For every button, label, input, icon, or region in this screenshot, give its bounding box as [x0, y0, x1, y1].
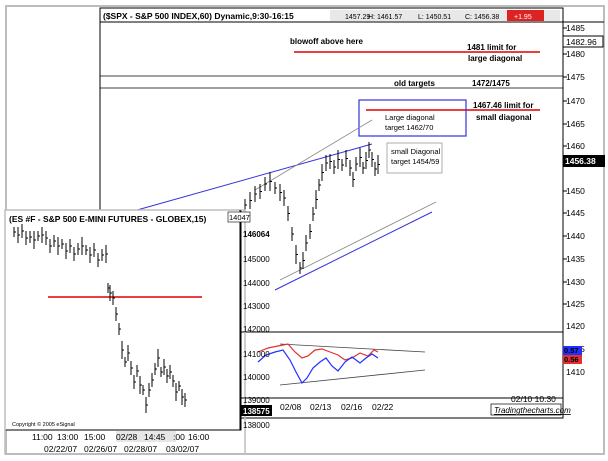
upper-channel-line-blue	[129, 143, 373, 213]
price-tick-1445: 1445	[566, 208, 585, 218]
small-limit-label-2: small diagonal	[476, 113, 532, 122]
price-tick-1480: 1480	[566, 49, 585, 59]
small-limit-label-1: 1467.46 limit for	[473, 101, 533, 110]
small-diagonal-label-1: small Diagonal	[391, 147, 441, 156]
inset-time-00: :00	[173, 432, 185, 442]
inset-time-1300: 13:00	[57, 432, 79, 442]
price-tick-1450: 1450	[566, 186, 585, 196]
inset-date-022607: 02/26/07	[84, 444, 117, 454]
small-diagonal-target-box	[386, 142, 443, 174]
header-close: C: 1456.38	[465, 14, 499, 21]
date-tick-0222: 02/22	[372, 402, 394, 412]
price-tick-1440: 1440	[566, 231, 585, 241]
inset-time-1100: 11:00	[32, 432, 53, 442]
inset-date-030207: 03/02/07	[166, 444, 199, 454]
date-tick-0208: 02/08	[280, 402, 302, 412]
header-change: +1.95	[514, 14, 532, 21]
large-diagonal-target-box	[358, 99, 467, 137]
inset-price-bars	[13, 224, 187, 413]
large-diagonal-label-1: Large diagonal	[385, 113, 435, 122]
header-open: 1457.29	[345, 14, 370, 21]
indicator-value-red: 0.56	[564, 355, 579, 364]
main-price-bars	[244, 142, 380, 274]
inset-chart-panel	[4, 209, 242, 431]
inset-label-14047: 14047	[229, 213, 250, 222]
large-limit-label-2: large diagonal	[468, 54, 522, 63]
lower-channel-line-blue	[274, 211, 433, 291]
small-diagonal-label-2: target 1454/59	[391, 157, 439, 166]
header-low: L: 1450.51	[418, 14, 451, 21]
inset-price-145000: 145000	[243, 255, 270, 264]
inset-date-022207: 02/22/07	[44, 444, 77, 454]
last-price-marker	[563, 155, 605, 167]
inset-price-146064: 146064	[243, 230, 270, 239]
date-tick-partial: 02/10 10:30	[511, 394, 556, 404]
inset-chart-title: (ES #F - S&P 500 E-MINI FUTURES - GLOBEX…	[9, 214, 206, 224]
price-tick-1430: 1430	[566, 277, 585, 287]
inset-date-022807: 02/28/07	[124, 444, 157, 454]
large-diagonal-label-2: target 1462/70	[385, 123, 433, 132]
old-targets-values: 1472/1475	[472, 79, 510, 88]
inset-price-138000: 138000	[243, 421, 270, 430]
indicator-blue-line	[257, 349, 379, 384]
inset-time-1445: 14:45	[144, 432, 166, 442]
inset-price-143000: 143000	[243, 302, 270, 311]
inset-copyright: Copyright © 2005 eSignal	[12, 421, 75, 428]
inset-price-138575: 138575	[243, 407, 270, 416]
date-tick-0213: 02/13	[310, 402, 332, 412]
main-chart-title: ($SPX - S&P 500 INDEX,60) Dynamic,9:30-1…	[103, 11, 294, 21]
price-tick-1435: 1435	[566, 254, 585, 264]
price-tick-1465: 1465	[566, 119, 585, 129]
old-targets-label: old targets	[394, 79, 435, 88]
price-tick-1485: 1485	[566, 23, 585, 33]
large-limit-label-1: 1481 limit for	[467, 43, 516, 52]
price-tick-1475: 1475	[566, 72, 585, 82]
lower-channel-line-gray	[279, 201, 437, 281]
watermark: Tradingthecharts.com	[494, 406, 571, 415]
price-tick-1410: 1410	[566, 367, 585, 377]
inset-price-140000: 140000	[243, 373, 270, 382]
price-tick-1482-96: 1482.96	[566, 37, 597, 47]
price-tick-1460: 1460	[566, 141, 585, 151]
inset-price-141000: 141000	[243, 350, 270, 359]
date-tick-0216: 02/16	[341, 402, 363, 412]
inset-time-1500: 15:00	[84, 432, 106, 442]
price-tick-1420: 1420	[566, 321, 585, 331]
header-high: H: 1461.57	[368, 14, 402, 21]
inset-price-142000: 142000	[243, 325, 270, 334]
blowoff-label: blowoff above here	[290, 37, 363, 46]
indicator-value-blue: 0.57	[564, 346, 579, 355]
inset-time-0228: 02/28	[116, 432, 138, 442]
inset-time-1600: 16:00	[188, 432, 210, 442]
upper-channel-line-gray	[254, 119, 373, 191]
price-tick-1425: 1425	[566, 299, 585, 309]
inset-price-139000: 139000	[243, 396, 270, 405]
indicator-red-line	[257, 343, 379, 361]
inset-price-144000: 144000	[243, 279, 270, 288]
price-tick-1470: 1470	[566, 96, 585, 106]
last-price-label: 1456.38	[565, 156, 596, 166]
